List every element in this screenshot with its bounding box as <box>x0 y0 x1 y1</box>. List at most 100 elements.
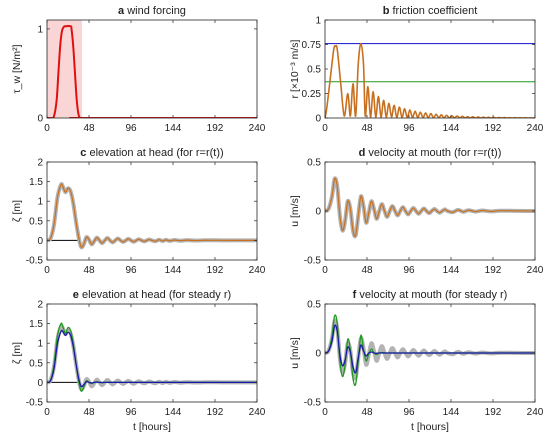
panel-f-xtick-label-1: 48 <box>361 407 373 418</box>
panel-e-title-letter: e <box>73 289 82 301</box>
panel-b-ytick-label-0: 0 <box>315 114 321 125</box>
panel-c-xtick-label-2: 96 <box>125 265 137 276</box>
panel-f-xtick-label-0: 0 <box>322 407 328 418</box>
panel-a-title-letter: a <box>118 5 127 17</box>
panel-f-ytick-label-0: -0.5 <box>304 398 322 409</box>
panel-c-title: c elevation at head (for r=r(t)) <box>80 147 223 159</box>
panel-f-xlabel: t [hours] <box>411 421 449 433</box>
panel-e-xtick-label-2: 96 <box>125 407 137 418</box>
panel-a-series-0 <box>47 25 257 118</box>
panel-e-xtick-label-0: 0 <box>44 407 50 418</box>
panel-b-title-letter: b <box>383 5 393 17</box>
panel-e-series-2 <box>47 329 257 388</box>
panel-b-ytick-label-1: 0.25 <box>302 89 322 100</box>
panel-c-ytick-label-4: 1.5 <box>29 177 43 188</box>
panel-e-title-text: elevation at head (for steady r) <box>82 289 231 301</box>
panel-c-ytick-label-3: 1 <box>37 197 43 208</box>
panel-b-xtick-label-5: 240 <box>527 123 544 134</box>
panel-f-series-2 <box>325 324 535 374</box>
panel-e-title: e elevation at head (for steady r) <box>73 289 231 301</box>
panel-b-title-text: friction coefficient <box>392 5 477 17</box>
panel-d-title: d velocity at mouth (for r=r(t)) <box>359 147 502 159</box>
panel-e-ytick-label-0: -0.5 <box>26 398 44 409</box>
panel-f-ytick-label-1: 0 <box>315 349 321 360</box>
panel-a-ylabel: τ_w [N/m²] <box>11 44 23 93</box>
panel-a-title: a wind forcing <box>118 5 186 17</box>
panel-f-title-letter: f <box>353 289 360 301</box>
panel-a-axes-frame <box>46 19 258 119</box>
panel-e-ytick-label-4: 1.5 <box>29 319 43 330</box>
panel-e-ytick-label-2: 0.5 <box>29 358 43 369</box>
panel-a-ytick-label-0: 0 <box>37 114 43 125</box>
panel-d-xtick-label-0: 0 <box>322 265 328 276</box>
panel-c-ytick-label-1: 0 <box>37 236 43 247</box>
panel-d-ytick-label-0: -0.5 <box>304 256 322 267</box>
panel-d: 0 48 96 144 192 240-0.500.5d velocity at mout… <box>289 147 544 276</box>
panel-c-ytick-label-5: 2 <box>37 158 43 169</box>
panel-b-ytick-label-4: 1 <box>315 16 321 27</box>
panel-a-xtick-label-2: 96 <box>125 123 137 134</box>
panel-b-xtick-label-0: 0 <box>322 123 328 134</box>
panel-c-xtick-label-5: 240 <box>249 265 266 276</box>
panel-e-xtick-label-4: 192 <box>207 407 224 418</box>
panel-d-title-letter: d <box>359 147 369 159</box>
panel-d-xtick-label-1: 48 <box>361 265 373 276</box>
panel-a-xtick-label-5: 240 <box>249 123 266 134</box>
panel-d-xtick-label-5: 240 <box>527 265 544 276</box>
panel-c-series-1 <box>47 183 257 249</box>
panel-b-plot-area <box>325 20 535 118</box>
panel-c-xtick-label-1: 48 <box>83 265 95 276</box>
panel-d-marks <box>325 176 535 239</box>
panel-e-ytick-label-3: 1 <box>37 339 43 350</box>
panel-c-axes-frame <box>46 161 258 261</box>
panel-f-xtick-label-3: 144 <box>443 407 460 418</box>
panel-f-marks <box>325 314 535 387</box>
panel-d-title-text: velocity at mouth (for r=r(t)) <box>368 147 501 159</box>
panel-e-marks <box>47 322 257 392</box>
panel-f-ylabel: u [m/s] <box>289 337 301 369</box>
panel-a-xtick-label-4: 192 <box>207 123 224 134</box>
panel-f: 0 48 96 144 192 240-0.500.5f velocity at mout… <box>289 289 544 433</box>
panel-a-xtick-label-1: 48 <box>83 123 95 134</box>
panel-a-ytick-label-1: 1 <box>37 24 43 35</box>
panel-b-ytick-label-2: 0.5 <box>307 65 321 76</box>
panel-e-xtick-label-1: 48 <box>83 407 95 418</box>
panel-f-title-text: velocity at mouth (for steady r) <box>359 289 507 301</box>
panel-c-xtick-label-3: 144 <box>165 265 182 276</box>
panel-f-ytick-label-2: 0.5 <box>307 300 321 311</box>
panel-c-ylabel: ζ [m] <box>11 200 23 222</box>
panel-b: 0 48 96 144 192 240 0 0.25 0.5 0.75 1 b friction co… <box>289 5 544 134</box>
panel-c-title-text: elevation at head (for r=r(t)) <box>89 147 223 159</box>
panel-b-ytick-label-3: 0.75 <box>302 40 322 51</box>
panel-e-xtick-label-3: 144 <box>165 407 182 418</box>
panel-b-xtick-label-3: 144 <box>443 123 460 134</box>
panel-d-xtick-label-4: 192 <box>485 265 502 276</box>
panel-e-xlabel: t [hours] <box>133 421 171 433</box>
panel-d-xtick-label-2: 96 <box>403 265 415 276</box>
panel-e-xtick-label-5: 240 <box>249 407 266 418</box>
panel-d-ytick-label-1: 0 <box>315 207 321 218</box>
panel-e-ylabel: ζ [m] <box>11 342 23 364</box>
panel-c-xtick-label-4: 192 <box>207 265 224 276</box>
panel-d-xtick-label-3: 144 <box>443 265 460 276</box>
panel-f-xtick-label-2: 96 <box>403 407 415 418</box>
panel-a-title-text: wind forcing <box>126 5 186 17</box>
panel-a: 0 48 96 144 192 240 0 1 a wind forcing τ_w [N/m²] <box>11 5 266 134</box>
panel-f-xtick-label-4: 192 <box>485 407 502 418</box>
panel-f-xtick-label-5: 240 <box>527 407 544 418</box>
panel-e-ytick-label-5: 2 <box>37 300 43 311</box>
panel-d-ylabel: u [m/s] <box>289 195 301 227</box>
panel-b-xtick-label-1: 48 <box>361 123 373 134</box>
panel-c-xtick-label-0: 0 <box>44 265 50 276</box>
panel-c-title-letter: c <box>80 147 89 159</box>
panel-a-marks <box>47 20 257 118</box>
panel-b-xtick-label-2: 96 <box>403 123 415 134</box>
panel-c-ytick-label-0: -0.5 <box>26 256 44 267</box>
panel-a-xtick-label-0: 0 <box>44 123 50 134</box>
panel-c: 0 48 96 144 192 240-0.500.511.52c elevation a… <box>11 147 266 276</box>
panel-e: 0 48 96 144 192 240-0.500.511.52e elevation a… <box>11 289 266 433</box>
panel-f-title: f velocity at mouth (for steady r) <box>353 289 508 301</box>
panel-d-series-1 <box>325 177 535 237</box>
panel-e-ytick-label-1: 0 <box>37 378 43 389</box>
